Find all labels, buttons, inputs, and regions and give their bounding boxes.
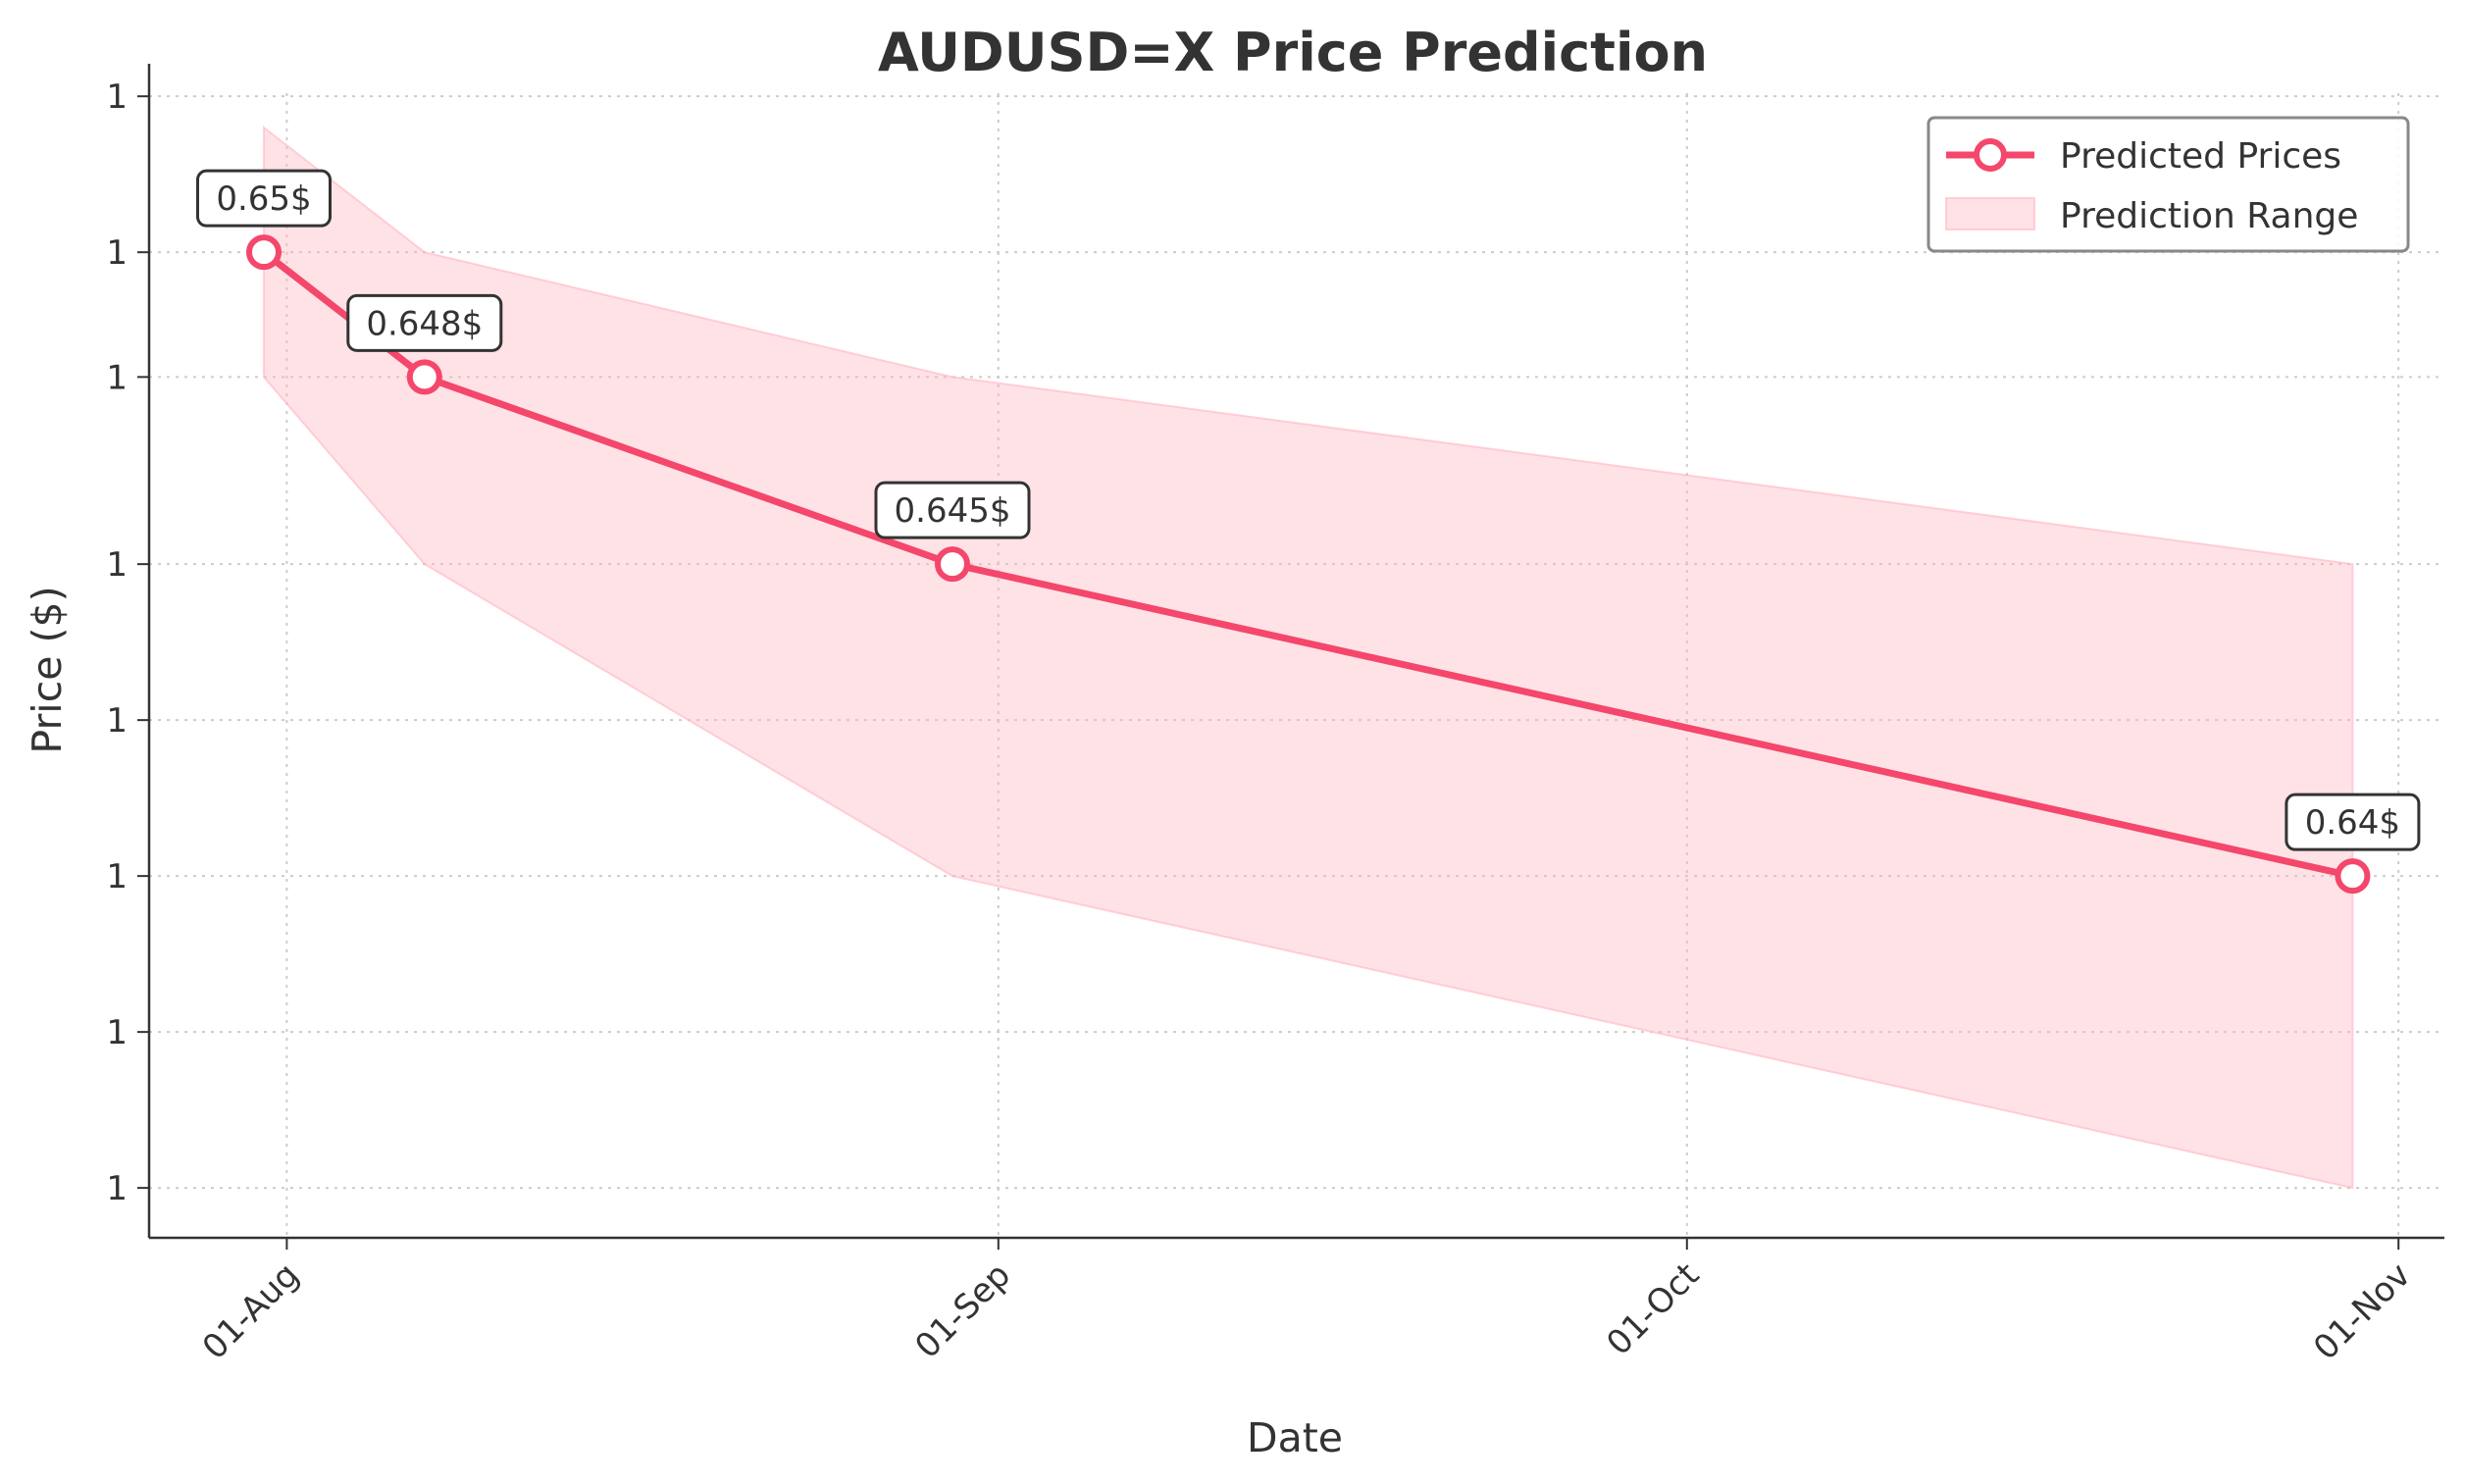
chart-title: AUDUSD=X Price Prediction — [878, 22, 1708, 83]
chart-legend: Predicted Prices Prediction Range — [1926, 116, 2410, 253]
annotation-box — [196, 169, 332, 228]
price-point — [935, 546, 970, 583]
x-axis-label: Date — [1247, 1414, 1343, 1461]
y-axis-label: Price ($) — [24, 586, 71, 753]
legend-marker-swatch — [1974, 138, 2007, 172]
price-annotations: 0.65$ 0.648$ 0.645$ 0.64$ — [196, 169, 2421, 851]
x-tick-label: 01-Aug — [195, 1255, 307, 1367]
price-point — [2335, 858, 2371, 895]
annotation-label: 0.65$ — [216, 179, 311, 219]
y-tick-label: 1 — [106, 701, 128, 741]
annotation-box — [346, 293, 503, 352]
x-tick-label: 01-Sep — [907, 1255, 1018, 1366]
x-tick-label: 01-Oct — [1599, 1255, 1707, 1363]
legend-label-predicted-prices: Predicted Prices — [2060, 136, 2341, 177]
legend-label-prediction-range: Prediction Range — [2060, 196, 2358, 236]
prediction-range-band — [263, 125, 2354, 1190]
y-tick-label: 1 — [106, 857, 128, 896]
y-tick-label: 1 — [106, 77, 128, 117]
x-tick-label: 01-Nov — [2306, 1255, 2418, 1367]
predicted-price-points — [246, 234, 2371, 895]
y-tick-label: 1 — [106, 1013, 128, 1052]
price-point — [406, 359, 442, 395]
legend-frame — [1926, 116, 2410, 253]
axes — [147, 64, 2444, 1240]
y-tick-label: 1 — [106, 358, 128, 397]
predicted-prices-line — [260, 248, 2356, 880]
annotation-box — [2285, 793, 2421, 851]
price-point — [246, 234, 282, 271]
annotation-box — [874, 481, 1031, 539]
annotation-label: 0.645$ — [895, 491, 1011, 531]
y-tick-label: 1 — [106, 233, 128, 273]
y-tick-label: 1 — [106, 1169, 128, 1208]
legend-band-swatch — [1945, 197, 2035, 230]
y-tick-label: 1 — [106, 545, 128, 585]
annotation-label: 0.64$ — [2305, 803, 2400, 843]
annotation-label: 0.648$ — [366, 304, 483, 343]
grid-lines — [149, 93, 2444, 1238]
